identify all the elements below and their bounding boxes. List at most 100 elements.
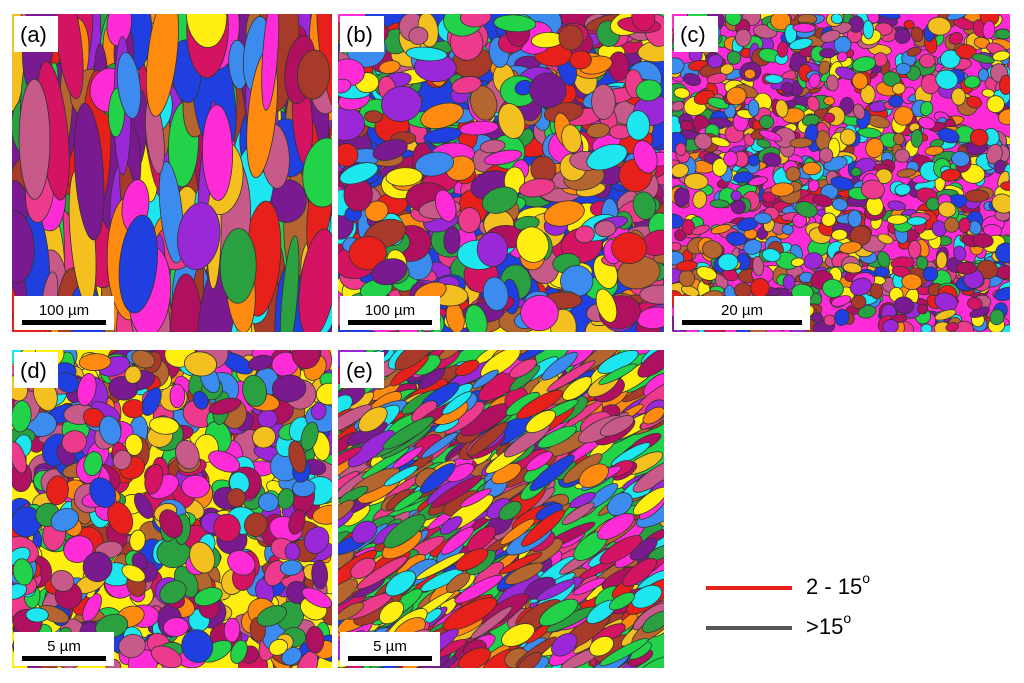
grain (672, 100, 685, 112)
scale-bar (682, 320, 802, 325)
scale-bar (22, 320, 106, 325)
grain (459, 120, 499, 136)
grain (279, 559, 303, 576)
grain (939, 49, 961, 69)
grain (919, 100, 934, 117)
grain (338, 143, 359, 167)
grain (150, 645, 183, 668)
grain (543, 200, 585, 227)
grain (586, 143, 628, 171)
grain (348, 235, 387, 271)
grain (509, 358, 538, 379)
grain (192, 390, 209, 410)
grain (569, 50, 592, 70)
grain (811, 312, 824, 323)
grain (770, 182, 795, 197)
grain (504, 562, 544, 585)
grain (415, 552, 466, 580)
grain (989, 308, 1005, 326)
grain (520, 294, 559, 332)
grain (480, 350, 521, 378)
grain (546, 360, 596, 392)
grain (482, 276, 509, 311)
grain (578, 463, 609, 488)
grain (924, 145, 944, 156)
grain (851, 56, 877, 73)
grain (551, 632, 578, 657)
grain (50, 569, 75, 592)
grain-map (12, 350, 332, 668)
grain (118, 634, 146, 658)
grain (672, 57, 685, 75)
grain (753, 212, 772, 225)
grain (208, 450, 241, 473)
grain (141, 387, 162, 416)
grain (227, 550, 256, 576)
grain (76, 373, 97, 407)
grain (316, 14, 332, 109)
grain (849, 277, 872, 296)
grain (372, 139, 408, 161)
grain-map (338, 350, 664, 668)
grain (12, 558, 34, 586)
grain (493, 14, 537, 33)
grain (808, 73, 821, 89)
grain (438, 350, 462, 360)
legend-sup: o (843, 610, 851, 626)
grain (761, 191, 776, 203)
grain (457, 207, 481, 234)
grain (764, 74, 784, 84)
grain (338, 499, 355, 524)
grain (882, 319, 899, 332)
grain (458, 647, 491, 668)
grain (572, 577, 606, 596)
grain (99, 415, 122, 445)
panel-label: (b) (346, 22, 373, 47)
grain (185, 14, 228, 48)
grain (675, 260, 698, 272)
grain (710, 224, 732, 235)
grain (681, 285, 700, 297)
grain (789, 37, 813, 51)
grain (1000, 181, 1010, 191)
grain (247, 354, 273, 371)
grain (934, 309, 957, 321)
grain (385, 167, 423, 187)
grain (338, 485, 369, 505)
grain (208, 397, 242, 415)
scale-bar (348, 656, 432, 661)
label-box (14, 352, 58, 388)
grain (439, 516, 463, 535)
grain (935, 251, 948, 270)
grain (129, 529, 146, 552)
grain (919, 53, 936, 69)
grain (877, 250, 891, 268)
grain (882, 71, 901, 87)
grain (562, 376, 593, 401)
grain (537, 425, 577, 449)
grain (894, 148, 910, 163)
grain (420, 102, 464, 130)
grain (759, 129, 783, 142)
grain (747, 154, 760, 167)
grain (300, 421, 319, 451)
grain (725, 14, 742, 26)
grain (639, 284, 664, 305)
scale-bar (22, 656, 106, 661)
grain (50, 507, 79, 532)
grain (894, 28, 911, 44)
grain (144, 463, 164, 495)
grain (358, 406, 388, 433)
grain (25, 607, 49, 623)
grain (733, 171, 754, 184)
grain (61, 430, 87, 454)
grain (707, 97, 730, 110)
grain (611, 232, 648, 264)
grain (888, 95, 904, 108)
grain (821, 212, 837, 227)
grain (338, 78, 352, 94)
grain (896, 168, 917, 178)
grain (711, 158, 728, 177)
grain (761, 248, 781, 263)
grain (338, 510, 354, 531)
